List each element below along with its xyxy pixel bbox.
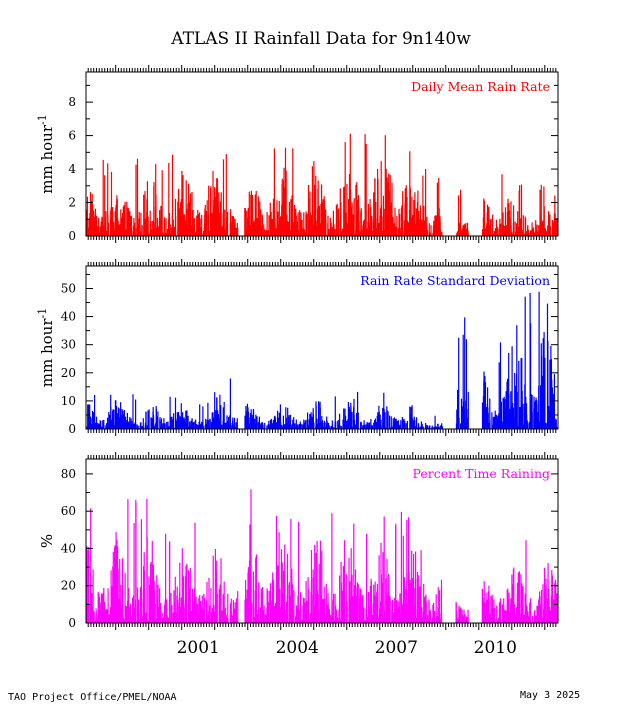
x-tick-label: 2001: [177, 638, 220, 658]
shared-x-axis: 2001 2004 2007 2010: [177, 638, 517, 658]
bar: [86, 489, 558, 623]
y-axis: 0 10 20 30 40 50: [61, 273, 558, 436]
y-axis: 0 20 40 60 80: [61, 467, 558, 630]
y-axis: 0 2 4 6 8: [68, 84, 558, 243]
bar-series: [86, 489, 558, 623]
x-tick-label: 2007: [375, 638, 418, 658]
y-tick-label: 60: [61, 504, 76, 518]
x-ticks-top: [87, 259, 557, 436]
footer-date: May 3 2025: [520, 690, 581, 701]
y-tick-label: 0: [68, 229, 76, 243]
x-tick-label: 2010: [474, 638, 517, 658]
series-label: Rain Rate Standard Deviation: [360, 273, 550, 288]
y-axis-label: mm hour-1: [36, 114, 56, 193]
y-tick-label: 0: [68, 422, 76, 436]
y-tick-label: 2: [68, 196, 76, 210]
panel-1: 0 2 4 6 8 mm hour-1 Daily Mean Rain Rate: [36, 65, 559, 243]
panel-3: 0 20 40 60 80% Percent Time Raining: [38, 452, 559, 630]
bar-series: [86, 291, 558, 429]
y-tick-label: 10: [61, 394, 76, 408]
bar: [86, 291, 558, 429]
panel-2: 0 10 20 30 40 50 mm hour-1 Rain Rate Standard D…: [36, 259, 559, 436]
x-tick-label: 2004: [276, 638, 319, 658]
y-tick-label: 6: [68, 129, 76, 143]
x-ticks-top: [87, 452, 557, 630]
y-axis-label-text: mm hour: [38, 124, 56, 194]
y-axis-label-superscript: -1: [36, 114, 49, 125]
series-label: Percent Time Raining: [413, 466, 550, 481]
y-axis-label-superscript: -1: [36, 308, 49, 319]
y-axis-label: mm hour-1: [36, 308, 56, 387]
y-tick-label: 30: [61, 338, 76, 352]
y-tick-label: 40: [61, 541, 76, 555]
figure-title: ATLAS II Rainfall Data for 9n140w: [170, 29, 471, 49]
y-tick-label: 20: [61, 366, 76, 380]
bar: [86, 133, 558, 236]
y-tick-label: 0: [68, 616, 76, 630]
series-label: Daily Mean Rain Rate: [411, 79, 550, 94]
y-axis-label-text: %: [38, 534, 56, 548]
y-tick-label: 80: [61, 467, 76, 481]
y-axis-label-text: mm hour: [38, 318, 56, 388]
bar-series: [86, 133, 558, 236]
y-axis-label: %: [38, 534, 56, 548]
footer-credit: TAO Project Office/PMEL/NOAA: [8, 692, 177, 703]
y-tick-label: 50: [61, 281, 76, 295]
x-ticks-top: [87, 65, 557, 243]
y-tick-label: 40: [61, 310, 76, 324]
y-tick-label: 8: [68, 95, 76, 109]
y-tick-label: 20: [61, 579, 76, 593]
y-tick-label: 4: [68, 162, 76, 176]
